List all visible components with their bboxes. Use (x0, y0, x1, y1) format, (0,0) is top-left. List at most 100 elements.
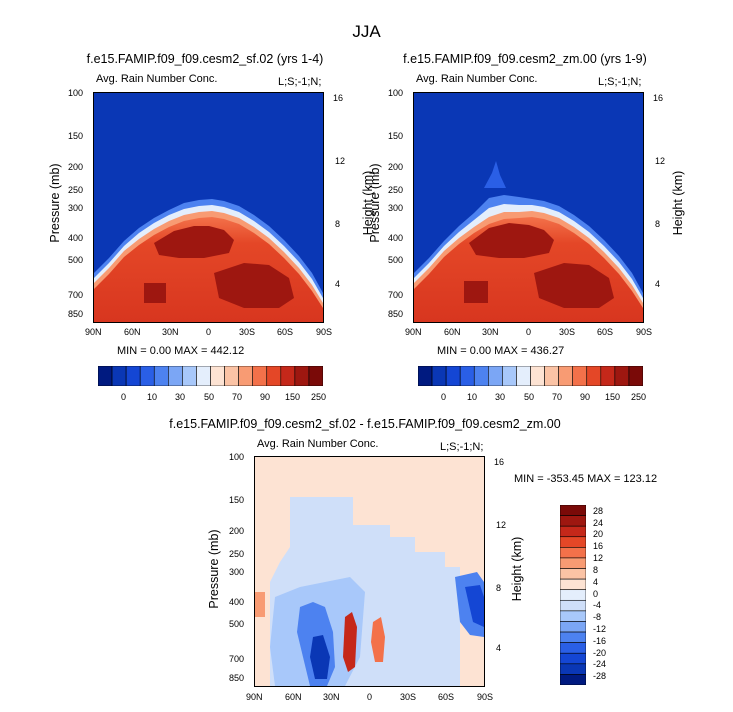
panel-1-stats: MIN = 0.00 MAX = 442.12 (117, 345, 245, 357)
colorbar-3-label: 28 (593, 506, 604, 516)
panel-3-ytick: 200 (229, 526, 245, 536)
colorbar-3-label: -28 (593, 671, 607, 681)
panel-1-ytick: 500 (68, 255, 84, 265)
colorbar-2-label: 0 (441, 392, 447, 402)
colorbar-swatch (473, 365, 489, 387)
panel-3-xtick: 90N (246, 692, 263, 702)
colorbar-swatch (125, 365, 141, 387)
colorbar-1-label: 90 (260, 392, 271, 402)
panel-3-y2tick: 16 (494, 457, 505, 467)
panel-2-ytick: 100 (388, 88, 404, 98)
panel-3-plot (254, 456, 485, 687)
panel-1-y2tick: 8 (335, 219, 341, 229)
colorbar-swatch (559, 536, 587, 548)
colorbar-swatch (153, 365, 169, 387)
panel-2-core-upper (469, 223, 554, 258)
panel-2-ytick: 400 (388, 233, 404, 243)
colorbar-swatch (516, 365, 531, 387)
panel-3-variable-label: Avg. Rain Number Conc. (257, 438, 379, 450)
panel-1-ytick: 150 (68, 131, 84, 141)
colorbar-swatch (559, 589, 587, 601)
colorbar-swatch (196, 365, 211, 387)
panel-1-xtick: 90N (85, 327, 102, 337)
colorbar-3-label: 4 (593, 577, 599, 587)
panel-1-xtick: 0 (206, 327, 212, 337)
panel-1-y2tick: 12 (335, 156, 346, 166)
colorbar-1 (97, 365, 324, 391)
colorbar-3-label: 12 (593, 553, 604, 563)
colorbar-2-label: 90 (580, 392, 591, 402)
colorbar-swatch (559, 652, 587, 665)
colorbar-3-label: 0 (593, 589, 599, 599)
panel-2-units-label: L;S;-1;N; (598, 76, 642, 88)
colorbar-swatch (210, 365, 225, 387)
panel-2-xtick: 90S (636, 327, 653, 337)
panel-3-neg-core (310, 635, 330, 679)
panel-2-core-lower (534, 263, 614, 308)
colorbar-swatch (445, 365, 461, 387)
panel-2-xtick: 30S (559, 327, 576, 337)
colorbar-swatch (572, 365, 588, 387)
colorbar-swatch (417, 365, 433, 387)
panel-1-ytick: 250 (68, 185, 84, 195)
colorbar-swatch (280, 365, 296, 387)
panel-2-title: f.e15.FAMIP.f09_f09.cesm2_zm.00 (yrs 1-9… (403, 52, 647, 66)
panel-3-xtick: 60S (438, 692, 455, 702)
panel-2-ytick: 500 (388, 255, 404, 265)
panel-2-ytick: 150 (388, 131, 404, 141)
colorbar-swatch (559, 663, 587, 675)
panel-2-core-north (464, 281, 488, 303)
colorbar-1-label: 0 (121, 392, 127, 402)
panel-1-xtick: 30S (239, 327, 256, 337)
panel-1-ytick: 300 (68, 203, 84, 213)
colorbar-2-label: 10 (467, 392, 478, 402)
panel-1-y2tick: 4 (335, 279, 341, 289)
panel-3-pos-core (343, 612, 357, 672)
colorbar-swatch (559, 568, 587, 580)
panel-2-plume (484, 161, 506, 188)
panel-1-ytick: 200 (68, 162, 84, 172)
panel-2-xtick: 60N (444, 327, 461, 337)
panel-1-ytick: 100 (68, 88, 84, 98)
colorbar-swatch (559, 525, 587, 538)
panel-3-y2tick: 12 (496, 520, 507, 530)
colorbar-swatch (252, 365, 268, 387)
panel-2-stats: MIN = 0.00 MAX = 436.27 (437, 345, 565, 357)
colorbar-swatch (559, 547, 587, 559)
panel-3-ytick: 100 (229, 452, 245, 462)
panel-3-xtick: 0 (367, 692, 373, 702)
panel-2-heatmap (414, 93, 643, 322)
colorbar-swatch (182, 365, 197, 387)
panel-1-variable-label: Avg. Rain Number Conc. (96, 73, 218, 85)
panel-1-xtick: 90S (316, 327, 333, 337)
panel-1-heatmap (94, 93, 323, 322)
panel-1-plot (93, 92, 324, 323)
panel-3-ytick: 850 (229, 673, 245, 683)
colorbar-2 (417, 365, 644, 391)
colorbar-swatch (559, 515, 587, 527)
colorbar-2-label: 30 (495, 392, 506, 402)
panel-2-ytick: 850 (388, 309, 404, 319)
colorbar-swatch (266, 365, 282, 387)
panel-1-ytick: 400 (68, 233, 84, 243)
panel-1-xtick: 30N (162, 327, 179, 337)
colorbar-3-label: -12 (593, 624, 607, 634)
panel-1-ytick: 850 (68, 309, 84, 319)
colorbar-swatch (559, 642, 587, 654)
panel-2-plot (413, 92, 644, 323)
panel-3-xtick: 30S (400, 692, 417, 702)
colorbar-3-swatches (559, 504, 587, 686)
panel-1-core-lower (214, 263, 294, 308)
panel-3-title: f.e15.FAMIP.f09_f09.cesm2_sf.02 - f.e15.… (169, 417, 561, 431)
panel-1-xtick: 60S (277, 327, 294, 337)
panel-1-core-north (144, 283, 166, 303)
panel-3-neg-south-core (465, 585, 484, 627)
panel-3-y2tick: 4 (496, 643, 502, 653)
panel-2-y2tick: 4 (655, 279, 661, 289)
panel-3-pos-edge (255, 592, 265, 617)
panel-2-xtick: 60S (597, 327, 614, 337)
figure-title: JJA (352, 22, 381, 41)
panel-3-units-label: L;S;-1;N; (440, 441, 484, 453)
colorbar-2-label: 50 (524, 392, 535, 402)
panel-1-y-label: Pressure (mb) (48, 163, 62, 243)
